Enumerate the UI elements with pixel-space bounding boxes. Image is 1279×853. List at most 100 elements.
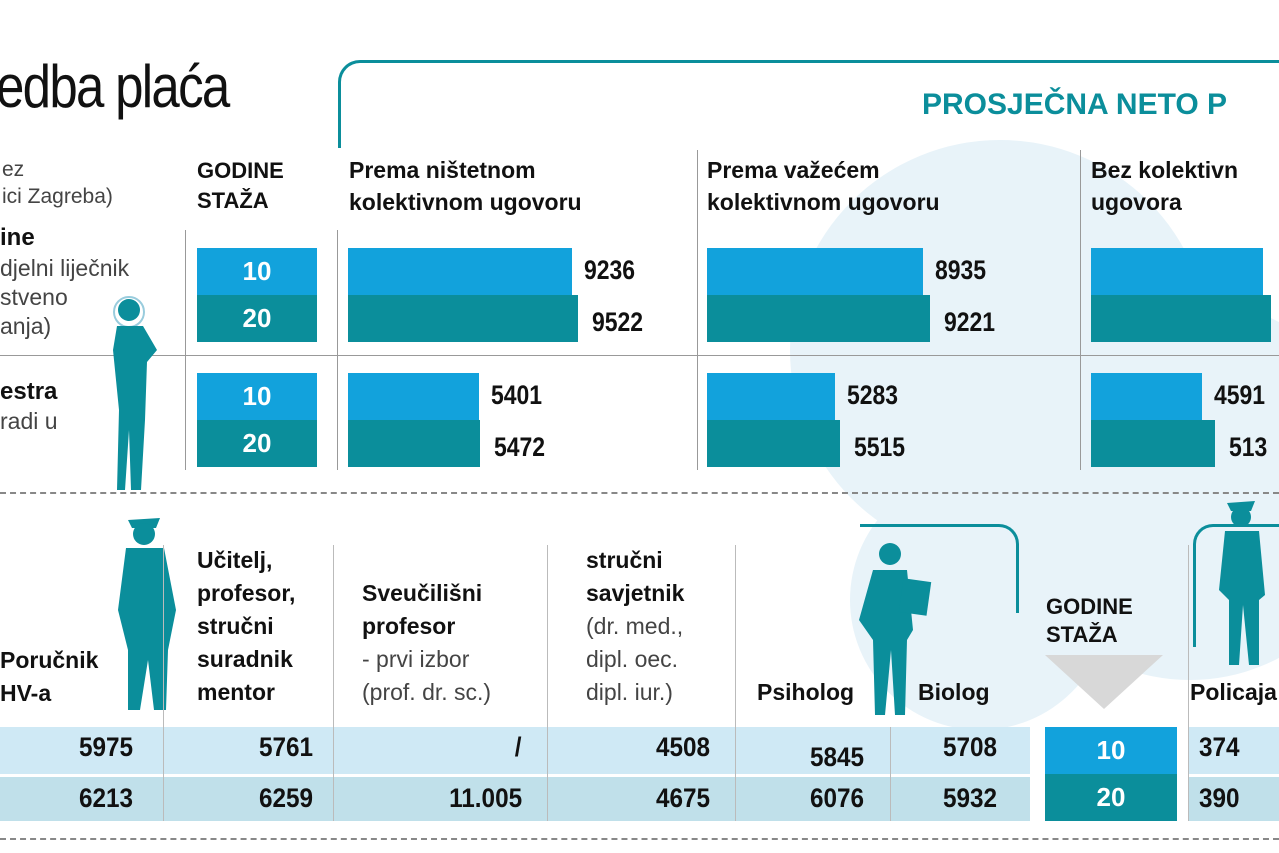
- table-header: Učitelj, profesor, stručni suradnik mentor: [197, 544, 295, 709]
- table-cell-v20: 6213: [78, 783, 133, 813]
- header-detail-line: dipl. oec.: [586, 646, 679, 672]
- bar-row2-col1-10: [348, 373, 479, 420]
- table-cell-v10: 4508: [655, 732, 710, 762]
- bar-value-label: 5401: [491, 380, 543, 410]
- col2-line2: kolektivnom ugovoru: [707, 189, 940, 215]
- nurse-figure-icon: [113, 296, 157, 490]
- header-bold-line: mentor: [197, 679, 275, 705]
- row2-desc: radi u: [0, 408, 58, 434]
- table-header: Biolog: [918, 676, 990, 709]
- down-arrow-icon: [1045, 655, 1163, 709]
- note-line-1: ez: [2, 158, 25, 181]
- scientist-figure-icon: [859, 543, 932, 715]
- year-20-box: 20: [1045, 774, 1177, 821]
- bar-row2-col2-10: [707, 373, 835, 420]
- table-cell-v10: 5975: [78, 732, 133, 762]
- desc-line: anja): [0, 313, 52, 339]
- header-bold-line: Sveučilišni: [362, 580, 483, 606]
- row2-label: estra: [0, 378, 58, 405]
- header-bold-line: profesor,: [197, 580, 296, 606]
- table-header: Policaja: [1190, 676, 1277, 709]
- years-header-1: GODINE: [1046, 594, 1133, 619]
- column-divider: [547, 545, 548, 821]
- table-header: Psiholog: [757, 676, 854, 709]
- year-20-box: 20: [197, 295, 317, 342]
- page-title: edba plaća: [0, 53, 230, 120]
- bar-row2-col2-20: [707, 420, 840, 467]
- bar-row1-col2-20: [707, 295, 930, 342]
- bar-value-label: 9522: [592, 307, 644, 337]
- table-row-10: [0, 727, 1030, 774]
- years-header-2: STAŽA: [1046, 622, 1118, 647]
- table-cell-v20: 11.005: [449, 783, 522, 813]
- column-divider: [1188, 545, 1189, 821]
- column-header-3: Bez kolektivn ugovora: [1091, 154, 1238, 218]
- header-detail-line: dipl. iur.): [586, 679, 673, 705]
- bar-value-label: 9236: [584, 255, 636, 285]
- header-bold-line: Biolog: [918, 679, 990, 705]
- bar-row1-col3-10: [1091, 248, 1263, 295]
- header-bold-line: Policaja: [1190, 679, 1277, 705]
- bar-row1-col1-20: [348, 295, 578, 342]
- header-bold-line: HV-a: [0, 680, 52, 706]
- header-detail-line: (dr. med.,: [586, 613, 684, 639]
- header-detail-line: - prvi izbor: [362, 646, 470, 672]
- table-cell-v20: 6259: [258, 783, 313, 813]
- years-header: GODINE STAŽA: [197, 156, 284, 216]
- column-header-2: Prema važećem kolektivnom ugovoru: [707, 154, 940, 218]
- header-bold-line: Učitelj,: [197, 547, 273, 573]
- table-row-10: [1188, 727, 1279, 774]
- row1-label: ine: [0, 224, 35, 251]
- header-bold-line: Poručnik: [0, 647, 99, 673]
- table-cell-v20: 5932: [942, 783, 997, 813]
- year-20-box: 20: [197, 420, 317, 467]
- col3-line1: Bez kolektivn: [1091, 157, 1238, 183]
- table-cell-v20: 390: [1199, 783, 1240, 813]
- table-cell-v10: /: [515, 732, 522, 762]
- bar-row2-col1-20: [348, 420, 480, 467]
- bar-value-label: 5515: [854, 432, 906, 462]
- bar-value-label: 4591: [1214, 380, 1266, 410]
- bar-value-label: 9221: [944, 307, 996, 337]
- year-10-box: 10: [197, 373, 317, 420]
- table-cell-v10: 374: [1199, 732, 1240, 762]
- table-header: Poručnik HV-a: [0, 644, 98, 710]
- dashed-divider: [0, 838, 1279, 840]
- year-10-box: 10: [197, 248, 317, 295]
- top-bracket: [338, 60, 1279, 148]
- table-row-20: [1188, 777, 1279, 821]
- policeman-figure-icon: [1219, 501, 1265, 665]
- header-bold-line: stručni: [197, 613, 274, 639]
- divider: [697, 150, 698, 470]
- bar-row2-col3-10: [1091, 373, 1202, 420]
- bar-row2-col3-20: [1091, 420, 1215, 467]
- header-bold-line: Psiholog: [757, 679, 855, 705]
- header-detail-line: (prof. dr. sc.): [362, 679, 492, 705]
- col1-line1: Prema ništetnom: [349, 157, 536, 183]
- banner-title: PROSJEČNA NETO P: [922, 88, 1228, 121]
- years-header-2: STAŽA: [197, 188, 269, 213]
- desc-line: djelni liječnik: [0, 255, 130, 281]
- bar-value-label: 5283: [847, 380, 899, 410]
- years-header-1: GODINE: [197, 158, 284, 183]
- col2-line1: Prema važećem: [707, 157, 880, 183]
- column-divider: [163, 545, 164, 821]
- col3-line2: ugovora: [1091, 189, 1182, 215]
- divider: [337, 230, 338, 470]
- bar-value-label: 513: [1229, 432, 1268, 462]
- bar-row1-col1-10: [348, 248, 572, 295]
- soldier-figure-icon: [118, 518, 176, 710]
- table-cell-v10: 5708: [942, 732, 997, 762]
- bar-row1-col3-20: [1091, 295, 1271, 342]
- header-bold-line: suradnik: [197, 646, 293, 672]
- table-cell-v10: 5761: [258, 732, 313, 762]
- bar-value-label: 5472: [494, 432, 546, 462]
- col1-line2: kolektivnom ugovoru: [349, 189, 582, 215]
- divider: [1080, 150, 1081, 470]
- bar-row1-col2-10: [707, 248, 923, 295]
- bottom-bracket: [860, 524, 1019, 613]
- table-row-20: [0, 777, 1030, 821]
- header-bold-line: stručni: [586, 547, 663, 573]
- column-divider: [735, 545, 736, 821]
- header-bold-line: profesor: [362, 613, 456, 639]
